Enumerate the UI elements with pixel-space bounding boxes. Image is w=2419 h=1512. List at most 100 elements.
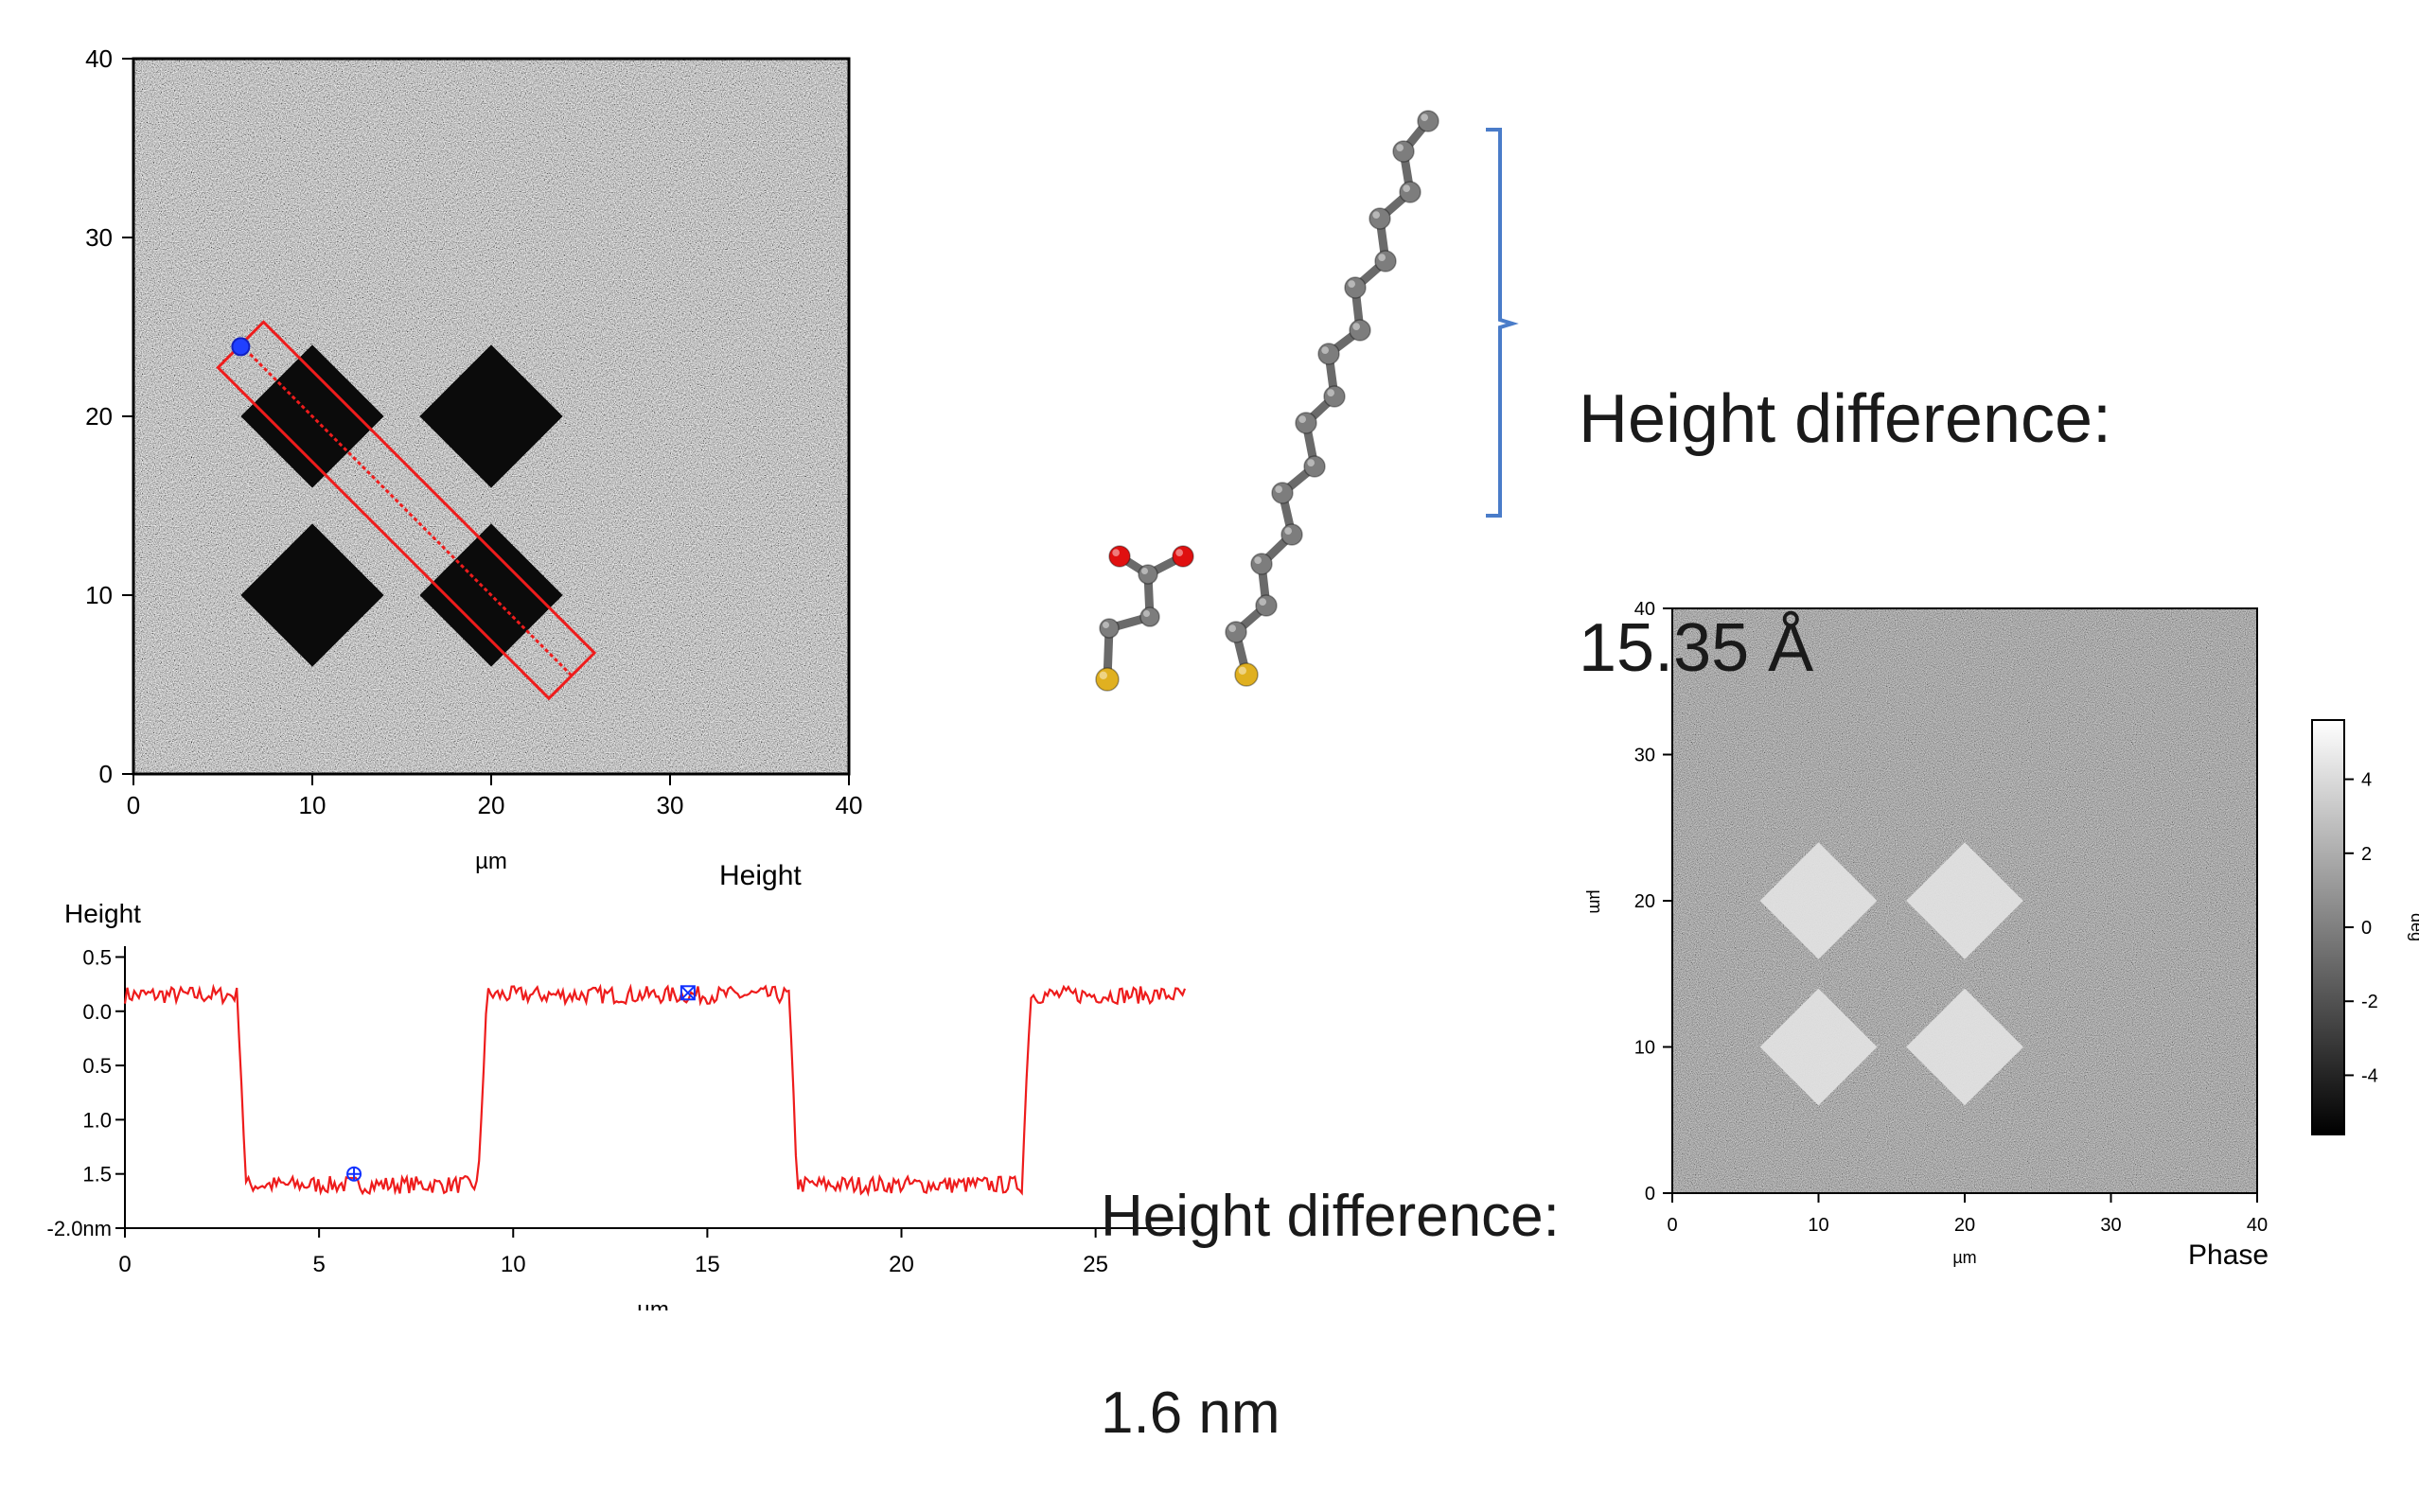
- long-chain-carbon-atom-highlight: [1372, 211, 1380, 219]
- height-map-chart: 0 10 20 30 40 0 10 20 30 40 µm Height: [85, 44, 862, 891]
- molecule-diagram: [1095, 110, 1519, 692]
- phase-map-square-2: [1906, 842, 2023, 959]
- long-chain-carbon-atom: [1295, 412, 1317, 434]
- phase-map-ylabel: µm: [1586, 889, 1605, 913]
- height-map-square-2: [419, 344, 563, 488]
- height-map-square-3: [240, 523, 384, 667]
- long-chain-carbon-atom: [1392, 140, 1415, 163]
- long-chain-carbon-atom: [1344, 276, 1367, 299]
- long-chain-carbon-atom: [1368, 207, 1391, 230]
- phase-map-ytick-label: 20: [1634, 891, 1655, 912]
- profile-ytick-label: -2.0nm: [47, 1217, 112, 1240]
- profile-xtick-label: 25: [1083, 1252, 1108, 1277]
- long-chain-carbon-atom-highlight: [1403, 185, 1410, 192]
- afm-height-annotation: Height difference: 1.6 nm: [1101, 1052, 1560, 1512]
- height-map-xtick-label: 0: [127, 791, 140, 819]
- profile-title: Height: [64, 899, 141, 928]
- profile-ytick-label: 0.5: [82, 1054, 112, 1078]
- short-chain-sulfur-atom: [1095, 667, 1120, 692]
- long-chain-sulfur-atom: [1234, 662, 1259, 687]
- height-map-xtick-label: 40: [836, 791, 863, 819]
- height-map-xlabel: µm: [475, 849, 507, 874]
- long-chain-carbon-atom-highlight: [1348, 280, 1355, 288]
- phase-map-xtick-label: 40: [2247, 1215, 2268, 1236]
- short-chain-carbon-atom: [1138, 564, 1158, 585]
- long-chain-carbon-atom-highlight: [1307, 459, 1315, 466]
- long-chain-carbon-atom: [1271, 482, 1294, 504]
- phase-colorbar-tick-label: 2: [2361, 844, 2372, 865]
- long-chain-carbon-atom-highlight: [1378, 254, 1386, 261]
- phase-map-ytick-label: 30: [1634, 746, 1655, 766]
- monolayer-height-annotation: Height difference: 15.35 Å: [1579, 229, 2111, 763]
- profile-xtick-label: 0: [118, 1252, 131, 1277]
- profile-ytick-label: 0.0: [82, 1000, 112, 1024]
- phase-map-square-3: [1759, 988, 1878, 1106]
- phase-map-xlabel: µm: [1952, 1248, 1976, 1267]
- phase-map-xtick-label: 30: [2100, 1215, 2121, 1236]
- height-map-xtick-label: 20: [478, 791, 505, 819]
- long-chain-carbon-atom-highlight: [1228, 624, 1236, 633]
- afm-height-label: Height difference:: [1101, 1183, 1560, 1249]
- height-map-ytick-label: 20: [85, 402, 113, 431]
- afm-height-value: 1.6 nm: [1101, 1380, 1280, 1447]
- profile-xtick-label: 15: [695, 1252, 720, 1277]
- short-chain-oxygen-atom-highlight: [1112, 549, 1120, 557]
- height-map-ytick-label: 0: [99, 760, 113, 788]
- profile-xtick-label: 20: [889, 1252, 914, 1277]
- long-chain-carbon-atom: [1417, 110, 1439, 132]
- height-profile-chart: Height 0.5 0.0 0.5 1.0 1.5 -2.0nm 0 5 10 15 20 25 µm: [47, 899, 1187, 1310]
- profile-selection-box: [216, 320, 597, 701]
- profile-line: [239, 343, 574, 677]
- phase-colorbar-unit: deg: [2408, 913, 2419, 941]
- profile-xtick-label: 5: [312, 1252, 325, 1277]
- phase-map-square-4: [1906, 988, 2023, 1106]
- long-chain-carbon-atom-highlight: [1284, 527, 1292, 536]
- height-map-ytick-label: 10: [85, 581, 113, 609]
- phase-map-square-1: [1759, 842, 1878, 959]
- long-chain-carbon-atom: [1255, 594, 1278, 617]
- short-chain-carbon-atom-highlight: [1103, 622, 1109, 628]
- long-chain-carbon-atom-highlight: [1298, 415, 1306, 423]
- long-chain-carbon-atom: [1303, 455, 1326, 478]
- short-chain-carbon-atom: [1099, 618, 1120, 639]
- phase-map-xtick-label: 0: [1667, 1215, 1677, 1236]
- long-chain-carbon-atom: [1280, 523, 1303, 546]
- phase-map-caption: Phase: [2188, 1239, 2269, 1271]
- phase-colorbar-tick-label: -4: [2361, 1065, 2378, 1086]
- phase-map-ytick-label: 10: [1634, 1038, 1655, 1059]
- profile-series-line: [123, 983, 1187, 1198]
- long-chain-carbon-atom-highlight: [1352, 323, 1360, 330]
- short-chain-carbon-atom-highlight: [1141, 568, 1148, 574]
- phase-map-xtick-label: 10: [1808, 1215, 1828, 1236]
- height-map-xtick-label: 10: [299, 791, 327, 819]
- profile-xlabel: µm: [637, 1297, 669, 1310]
- phase-map-ytick-label: 0: [1645, 1184, 1655, 1204]
- height-map-xtick-label: 30: [657, 791, 684, 819]
- long-chain-carbon-atom: [1323, 385, 1346, 408]
- short-chain-carbon-atom: [1139, 607, 1160, 627]
- height-map-caption: Height: [719, 860, 802, 891]
- long-chain-carbon-atom: [1250, 553, 1273, 575]
- profile-ytick-label: 1.0: [82, 1108, 112, 1132]
- phase-colorbar-tick-label: 4: [2361, 770, 2372, 791]
- phase-map-ytick-label: 40: [1634, 599, 1655, 620]
- short-chain-oxygen-atom: [1108, 545, 1131, 568]
- monolayer-height-value: 15.35 Å: [1579, 610, 1814, 687]
- profile-ytick-label: 1.5: [82, 1163, 112, 1187]
- profile-xtick-label: 10: [501, 1252, 526, 1277]
- long-chain-carbon-atom-highlight: [1259, 598, 1266, 607]
- profile-cursor-b: [680, 985, 696, 1001]
- profile-cursor-a-cross: [347, 1167, 362, 1181]
- phase-map-xtick-label: 20: [1954, 1215, 1975, 1236]
- height-map-ytick-label: 30: [85, 223, 113, 252]
- phase-colorbar-tick-label: 0: [2361, 918, 2372, 939]
- short-chain-oxygen-atom: [1172, 545, 1194, 568]
- long-chain-sulfur-atom-highlight: [1238, 666, 1247, 675]
- long-chain-carbon-atom: [1225, 621, 1247, 643]
- profile-start-marker: [231, 337, 251, 357]
- long-chain-carbon-atom: [1349, 319, 1371, 342]
- short-chain-oxygen-atom-highlight: [1175, 549, 1183, 557]
- monolayer-height-label: Height difference:: [1579, 381, 2112, 458]
- long-chain-carbon-atom-highlight: [1396, 144, 1404, 151]
